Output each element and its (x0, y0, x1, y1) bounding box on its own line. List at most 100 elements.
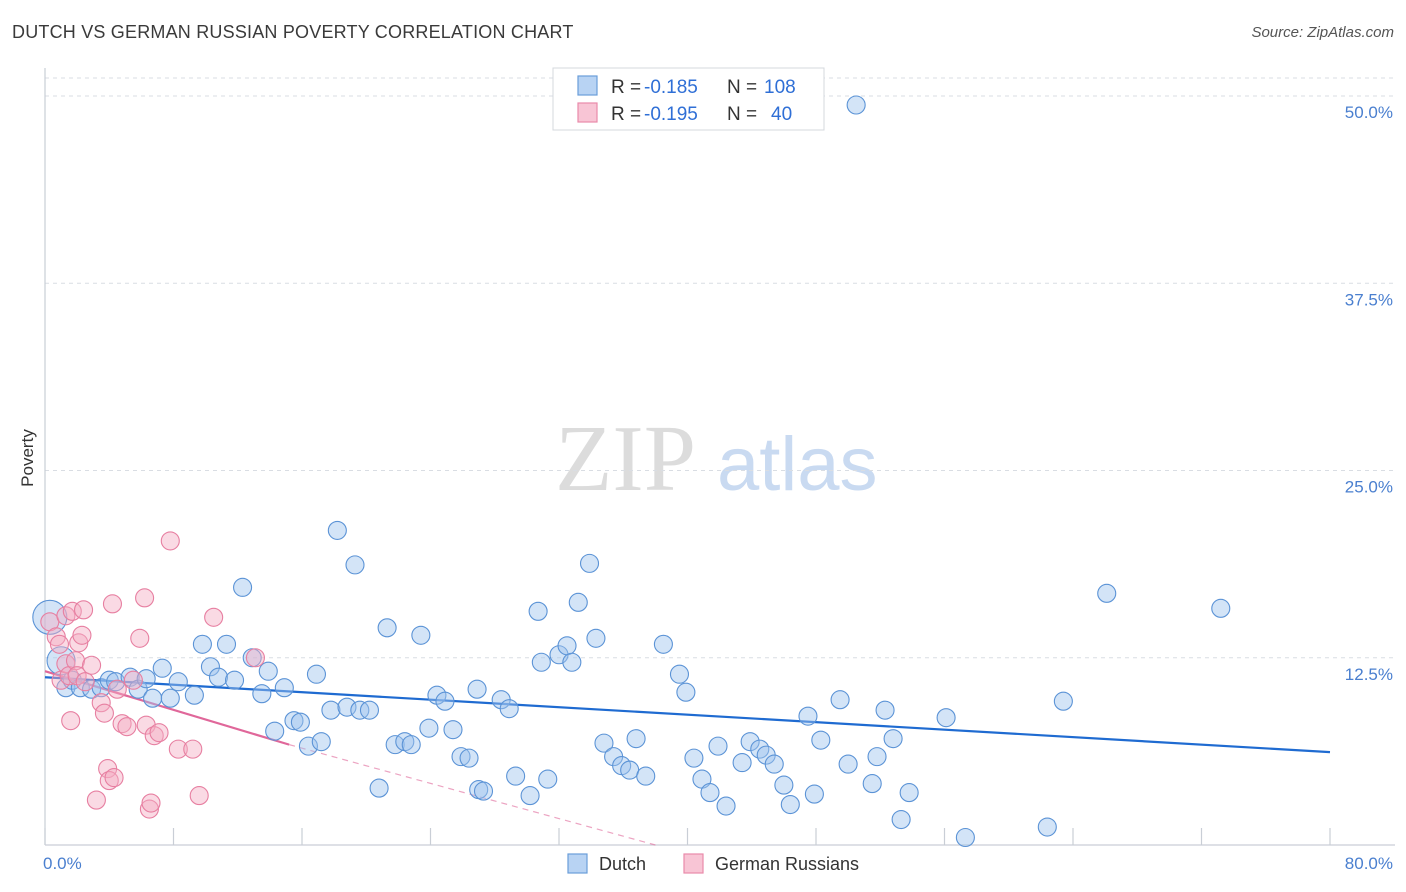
german-russian-point (123, 670, 143, 690)
german-russian-point (160, 531, 180, 551)
dutch-point (764, 754, 784, 774)
legend-n-label-dutch: N = (727, 77, 757, 98)
dutch-point (369, 778, 389, 798)
german-russian-point (102, 594, 123, 614)
axes (44, 68, 1395, 846)
german-russian-trend-extension (288, 744, 656, 846)
dutch-point (653, 634, 673, 654)
dutch-point (579, 553, 600, 573)
dutch-point (459, 748, 479, 768)
dutch-point (716, 796, 736, 816)
dutch-point (936, 708, 956, 728)
dutch-point (506, 766, 526, 786)
dutch-point (538, 769, 558, 789)
dutch-point (568, 592, 588, 612)
legend-n-label-gr: N = (727, 104, 757, 125)
series-legend: Dutch German Russians (567, 853, 859, 874)
dutch-point (473, 781, 494, 801)
dutch-point (1053, 691, 1073, 711)
dutch-point (798, 706, 818, 726)
legend-box (552, 67, 825, 131)
dutch-point (359, 700, 380, 720)
german-russian-trend-line (44, 670, 290, 746)
german-russian-point (72, 625, 92, 645)
dutch-point (345, 555, 365, 575)
dutch-point (899, 783, 919, 803)
y-tick-label: 25.0% (1345, 478, 1393, 497)
dutch-point (830, 690, 850, 710)
dutch-point (528, 601, 548, 621)
dutch-point (594, 733, 614, 753)
dutch-point (419, 718, 439, 738)
german-russian-point (189, 786, 209, 806)
dutch-point (152, 658, 172, 678)
dutch-point (684, 748, 704, 768)
german-russian-point (135, 588, 155, 608)
dutch-point (620, 760, 640, 780)
german-russian-point (204, 607, 224, 627)
dutch-point (732, 753, 752, 773)
dutch-point (265, 721, 285, 741)
bottom-legend-dutch: Dutch (599, 854, 646, 874)
dutch-point (311, 732, 331, 752)
dutch-point (435, 691, 455, 711)
dutch-point (875, 700, 895, 720)
german-russian-point (82, 655, 102, 675)
dutch-point (774, 775, 794, 795)
dutch-point (252, 684, 272, 704)
dutch-point (401, 735, 421, 755)
dutch-point (626, 729, 646, 749)
dutch-point (586, 628, 606, 648)
dutch-point (306, 664, 327, 684)
dutch-point (467, 679, 487, 699)
dutch-point (1097, 583, 1117, 603)
german-russian-point (107, 679, 127, 699)
german-russian-point (149, 723, 169, 743)
dutch-point (208, 667, 229, 687)
dutch-point (531, 652, 551, 672)
axis-labels: 12.5% 25.0% 37.5% 50.0% 0.0% 80.0% (43, 103, 1393, 873)
dutch-point (82, 679, 102, 699)
german-russian-point (141, 793, 161, 813)
dutch-point (669, 664, 690, 684)
trend-lines (44, 670, 1331, 846)
legend-n-value-dutch: 108 (764, 77, 796, 98)
dutch-point (160, 688, 180, 708)
dutch-point (290, 712, 310, 732)
german-russian-point (94, 703, 114, 723)
dutch-point (411, 625, 431, 645)
dutch-point (224, 670, 245, 690)
dutch-point (740, 732, 760, 752)
german-russian-point (86, 790, 106, 810)
dutch-point (867, 747, 887, 767)
bottom-legend-german-russians: German Russians (715, 854, 859, 874)
german-russian-point (245, 648, 265, 668)
dutch-point (233, 577, 253, 597)
dutch-point (327, 520, 347, 540)
watermark-atlas: atlas (717, 422, 878, 507)
german-russian-point (74, 600, 94, 620)
dutch-point (636, 766, 656, 786)
dutch-point (804, 784, 824, 804)
correlation-legend: R = -0.185 N = 108 R = -0.195 N = 40 (552, 67, 825, 131)
chart-title: DUTCH VS GERMAN RUSSIAN POVERTY CORRELAT… (12, 22, 574, 42)
dutch-point (955, 827, 975, 848)
legend-swatch-german-russians (577, 102, 598, 123)
german-russian-point (75, 672, 95, 692)
dutch-point (708, 736, 728, 756)
dutch-point (891, 809, 911, 830)
dutch-point (499, 699, 519, 719)
german-russian-point (183, 739, 203, 759)
dutch-point (168, 672, 188, 692)
dutch-point (128, 679, 148, 699)
y-tick-label: 37.5% (1345, 290, 1393, 309)
dutch-point (274, 678, 294, 698)
legend-swatch-dutch (577, 75, 598, 96)
dutch-point (846, 95, 866, 115)
legend-r-value-dutch: -0.185 (644, 77, 698, 98)
legend-r-value-gr: -0.195 (644, 104, 698, 125)
gridlines (45, 77, 1395, 659)
dutch-point (1211, 598, 1231, 618)
data-points (32, 95, 1231, 848)
